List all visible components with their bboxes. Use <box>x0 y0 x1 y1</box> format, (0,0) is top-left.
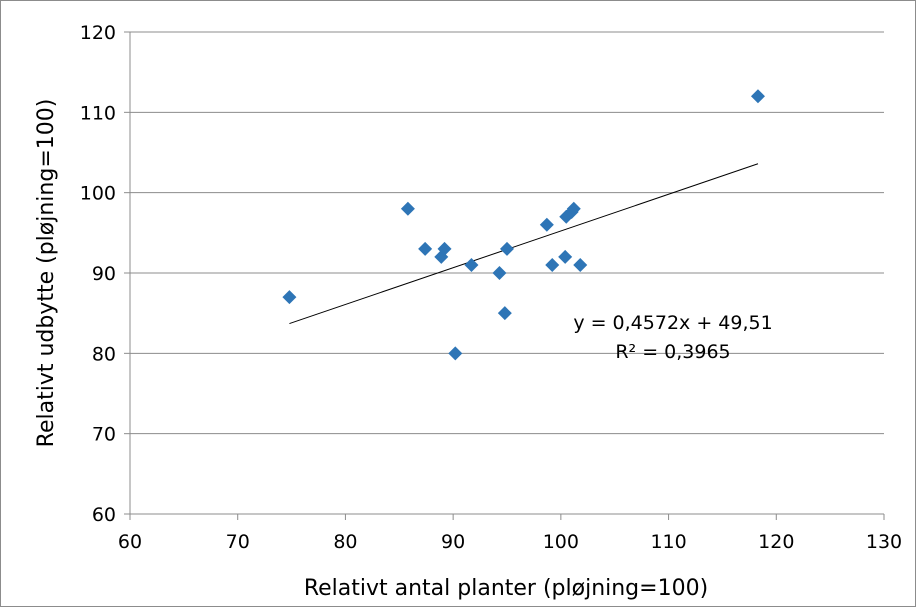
y-tick-label: 120 <box>80 22 116 44</box>
data-point <box>464 257 479 272</box>
x-tick-label: 100 <box>543 531 579 553</box>
x-tick-label: 90 <box>441 531 465 553</box>
data-point <box>545 257 560 272</box>
data-point <box>558 249 573 264</box>
data-point <box>282 290 297 305</box>
data-points <box>282 89 765 361</box>
trendline-equation: y = 0,4572x + 49,51 <box>573 312 772 334</box>
y-tick-labels: 60 70 80 90 100 110 120 <box>80 22 116 526</box>
y-tick-label: 90 <box>92 263 116 285</box>
x-tick-label: 80 <box>333 531 357 553</box>
data-point <box>539 217 554 232</box>
y-tick-label: 110 <box>80 102 116 124</box>
y-tick-label: 60 <box>92 504 116 526</box>
data-point <box>418 241 433 256</box>
data-point <box>500 241 514 256</box>
data-point <box>437 241 452 256</box>
data-point <box>566 201 581 216</box>
data-point <box>497 306 512 321</box>
x-tick-labels: 60 70 80 90 100 110 120 130 <box>118 531 902 553</box>
axes <box>124 31 885 520</box>
data-point <box>400 201 415 216</box>
data-point <box>573 257 588 272</box>
x-tick-label: 70 <box>226 531 250 553</box>
gridlines <box>130 31 884 515</box>
y-axis-title: Relativt udbytte (pløjning=100) <box>34 99 59 448</box>
x-tick-label: 120 <box>758 531 794 553</box>
data-point <box>448 346 463 361</box>
x-tick-label: 60 <box>118 531 142 553</box>
x-tick-label: 130 <box>866 531 902 553</box>
data-point <box>750 89 765 104</box>
data-point <box>492 266 507 280</box>
trendline <box>289 163 759 325</box>
trendline-r-squared: R² = 0,3965 <box>615 341 730 363</box>
y-tick-label: 80 <box>92 343 116 365</box>
y-tick-label: 100 <box>80 183 116 205</box>
x-axis-title: Relativt antal planter (pløjning=100) <box>304 576 708 601</box>
x-tick-label: 110 <box>650 531 686 553</box>
y-tick-label: 70 <box>92 424 116 446</box>
trendline-group <box>289 163 759 325</box>
